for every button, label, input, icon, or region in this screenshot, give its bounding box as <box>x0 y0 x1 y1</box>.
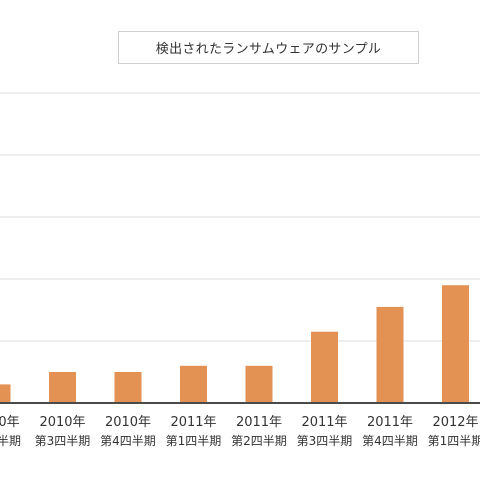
x-tick-label-year: 2010年 <box>105 415 151 430</box>
bar <box>0 384 11 403</box>
x-tick-label-year: 2011年 <box>367 415 413 430</box>
x-tick-label-year: 0年 <box>0 415 20 430</box>
x-tick-label-quarter: 第4四半期 <box>362 434 418 448</box>
x-tick-label-year: 2011年 <box>236 415 282 430</box>
x-tick-label-quarter: 第3四半期 <box>297 434 353 448</box>
gridlines <box>0 92 480 342</box>
bar <box>114 372 142 403</box>
bar <box>49 372 76 403</box>
bars <box>0 285 469 403</box>
x-tick-label-year: 2012年 <box>432 415 478 430</box>
x-tick-label-year: 2011年 <box>170 415 216 430</box>
bar <box>442 285 469 403</box>
x-tick-label-year: 2010年 <box>39 415 85 430</box>
bar <box>180 365 207 403</box>
x-tick-label-year: 2011年 <box>301 415 347 430</box>
x-tick-label-quarter: 第1四半期 <box>166 434 222 448</box>
bar <box>245 365 273 403</box>
x-tick-label-quarter: 第1四半期 <box>428 434 480 448</box>
x-tick-label-quarter: 第3四半期 <box>35 434 91 448</box>
legend-label: 検出されたランサムウェアのサンプル <box>155 42 382 57</box>
x-tick-label-quarter: 第4四半期 <box>100 434 156 448</box>
x-tick-label-quarter: 半期 <box>0 434 21 448</box>
legend: 検出されたランサムウェアのサンプル <box>118 31 419 64</box>
x-tick-label-quarter: 第2四半期 <box>231 434 287 448</box>
bar <box>376 306 404 403</box>
x-tick-labels: 0年半期2010年第3四半期2010年第4四半期2011年第1四半期2011年第… <box>0 415 480 448</box>
bar <box>311 331 338 403</box>
